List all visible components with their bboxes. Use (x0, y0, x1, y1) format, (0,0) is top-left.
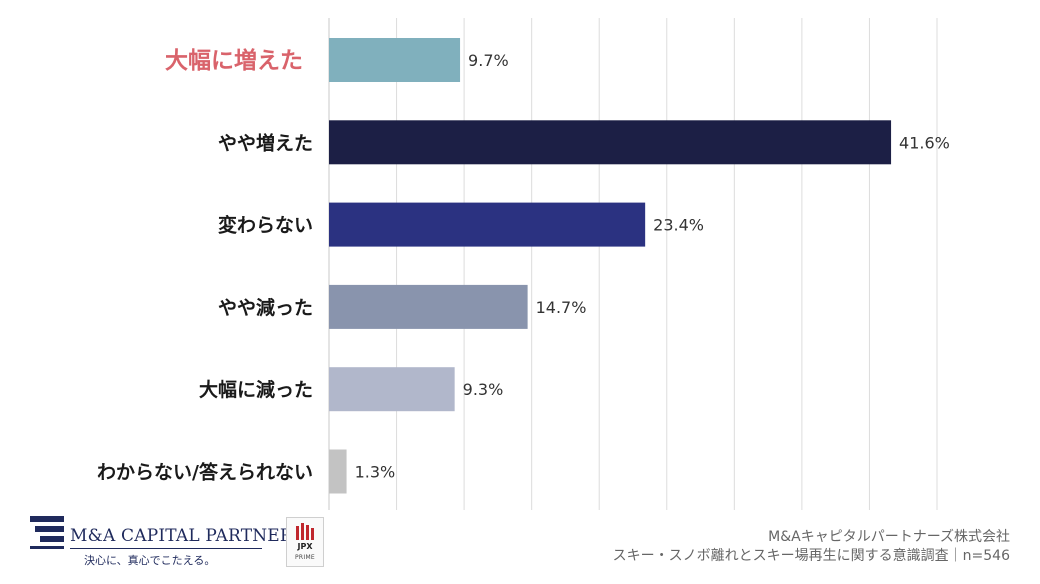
data-label: 23.4% (653, 216, 704, 235)
bar (329, 367, 455, 412)
bar (329, 449, 347, 494)
bar (329, 202, 646, 247)
jpx-prime-logo: JPX PRIME (286, 517, 324, 567)
bar (329, 120, 892, 165)
category-label: やや減った (218, 296, 313, 319)
bar (329, 38, 461, 82)
data-label: 9.7% (468, 51, 509, 70)
company-logo-mark (30, 516, 64, 549)
data-label: 14.7% (536, 298, 587, 317)
source-note: M&Aキャピタルパートナーズ株式会社 スキー・スノボ離れとスキー場再生に関する意… (613, 528, 1010, 566)
company-tagline: 決心に、真心でこたえる。 (84, 554, 216, 567)
company-logo-rule (70, 548, 262, 549)
bar-chart: 9.7% 大幅に増えた 41.6% やや増えた 23.4% 変わらない 14.7% やや減った… (97, 18, 950, 510)
bar (329, 284, 528, 329)
category-label: やや増えた (218, 131, 313, 154)
category-label: 変わらない (218, 214, 313, 237)
jpx-logo-text: JPX (297, 542, 313, 551)
company-logo-name: M&A CAPITAL PARTNERS (70, 526, 305, 546)
data-label: 41.6% (899, 133, 950, 152)
company-logo: M&A CAPITAL PARTNERS 決心に、真心でこたえる。 (30, 514, 305, 574)
category-label: 大幅に減った (199, 378, 313, 401)
category-label: わからない/答えられない (97, 461, 313, 484)
category-label: 大幅に増えた (165, 47, 303, 74)
jpx-logo-mark (296, 523, 314, 540)
data-label: 9.3% (463, 380, 504, 399)
jpx-prime-text: PRIME (294, 554, 316, 561)
source-company: M&Aキャピタルパートナーズ株式会社 (768, 529, 1010, 545)
source-survey: スキー・スノボ離れとスキー場再生に関する意識調査｜n=546 (612, 548, 1010, 564)
data-label: 1.3% (355, 463, 396, 482)
